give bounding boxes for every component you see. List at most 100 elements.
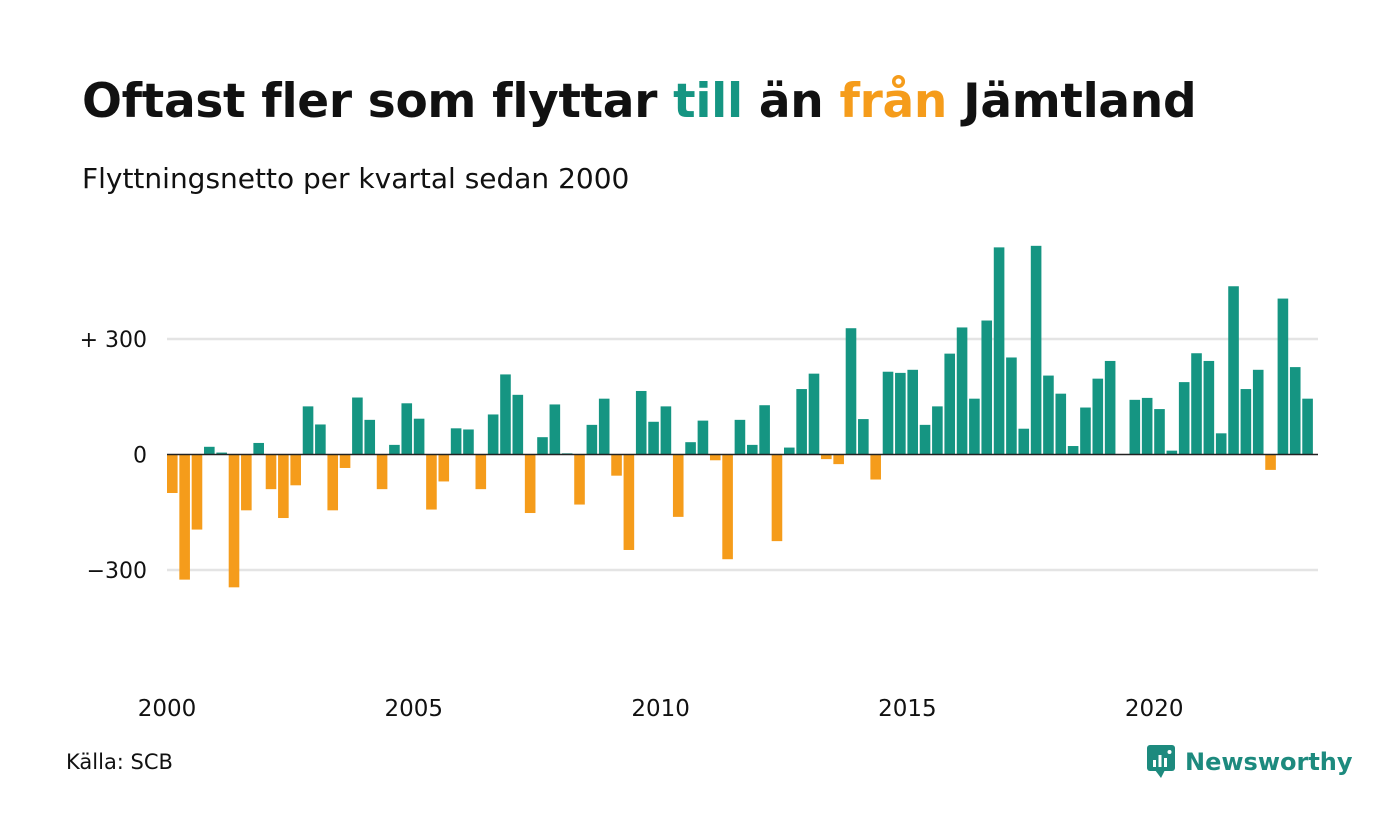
bar <box>241 454 252 511</box>
y-axis-labels: + 300 0 −300 <box>80 328 147 584</box>
bar-chart: + 300 0 −300 2000 2005 2010 2015 2020 <box>80 245 1318 722</box>
bar <box>1302 398 1313 455</box>
bar <box>1067 446 1079 455</box>
bar <box>722 454 733 560</box>
bar <box>265 454 277 490</box>
bar <box>1018 428 1030 455</box>
x-tick-label: 2010 <box>631 696 690 722</box>
bar <box>919 424 931 455</box>
bar <box>1191 353 1202 455</box>
bar <box>969 398 980 455</box>
x-axis-labels: 2000 2005 2010 2015 2020 <box>138 696 1184 722</box>
source-label: Källa: SCB <box>66 750 173 774</box>
bar <box>845 328 857 455</box>
x-tick-label: 2015 <box>878 696 937 722</box>
bar <box>623 454 635 550</box>
bar <box>290 454 301 486</box>
bar <box>512 394 524 455</box>
y-tick-label: 0 <box>133 444 147 469</box>
bar <box>1043 375 1054 455</box>
x-tick-label: 2005 <box>385 696 444 722</box>
bar <box>376 454 388 490</box>
bar <box>635 390 647 455</box>
bar <box>833 454 844 465</box>
bar <box>882 371 894 455</box>
bar <box>895 372 906 455</box>
bar <box>1277 298 1289 455</box>
grid-lines <box>167 337 1318 572</box>
bar <box>463 429 474 455</box>
bar <box>784 447 795 455</box>
bar <box>660 406 672 455</box>
bar <box>413 418 425 455</box>
bar <box>870 454 881 480</box>
bar <box>697 420 709 455</box>
bar <box>500 374 511 455</box>
x-tick-label: 2000 <box>138 696 197 722</box>
chart-subtitle: Flyttningsnetto per kvartal sedan 2000 <box>82 162 630 195</box>
bar <box>389 444 400 455</box>
bar <box>858 419 869 455</box>
title-text-end: Jämtland <box>947 74 1197 129</box>
bars <box>167 245 1313 588</box>
bar <box>475 454 487 490</box>
bar <box>1080 407 1091 455</box>
bar <box>302 406 314 455</box>
bar <box>524 454 536 514</box>
bar <box>1166 450 1178 455</box>
title-text-middle: än <box>742 74 840 129</box>
bar <box>993 247 1005 455</box>
bar <box>450 428 462 455</box>
bar <box>1215 433 1227 455</box>
bar <box>364 419 376 455</box>
bar <box>648 421 659 455</box>
bar <box>1240 389 1252 455</box>
bar <box>487 414 499 455</box>
bar <box>253 442 264 455</box>
bar <box>574 454 585 505</box>
bar <box>1141 397 1153 455</box>
bar <box>278 454 289 519</box>
bar <box>932 406 943 455</box>
bar <box>1104 360 1116 455</box>
bar <box>981 320 993 455</box>
bar <box>709 454 721 461</box>
chart-title: Oftast fler som flyttar till än från Jäm… <box>82 74 1197 129</box>
bar <box>734 419 746 455</box>
bar <box>315 424 326 455</box>
bar <box>401 403 413 455</box>
bar <box>216 452 227 455</box>
newsworthy-logo-icon <box>1147 745 1175 778</box>
bar <box>611 454 622 476</box>
bar <box>821 454 832 460</box>
title-highlight-out: från <box>839 74 948 129</box>
bar <box>1154 409 1165 455</box>
bar <box>1203 360 1215 455</box>
brand-logo[interactable]: Newsworthy <box>1146 742 1353 782</box>
bar <box>796 389 807 455</box>
bar <box>549 404 561 455</box>
title-highlight-in: till <box>673 74 743 129</box>
x-tick-label: 2020 <box>1125 696 1184 722</box>
bar <box>808 373 820 455</box>
bar <box>672 454 684 517</box>
brand-name: Newsworthy <box>1185 748 1353 776</box>
bar <box>907 369 918 455</box>
bar <box>1289 367 1301 455</box>
bar <box>685 442 696 455</box>
y-tick-label: −300 <box>87 559 147 584</box>
bar <box>426 454 437 510</box>
bar <box>759 405 770 455</box>
bar <box>179 454 190 580</box>
bar <box>1265 454 1276 470</box>
y-tick-label: + 300 <box>80 328 147 353</box>
bar <box>1092 378 1104 455</box>
bar <box>1228 286 1239 455</box>
bar <box>537 437 548 455</box>
title-text-start: Oftast fler som flyttar <box>82 74 674 129</box>
bar <box>339 454 351 468</box>
bar <box>438 454 450 482</box>
bar <box>598 398 610 455</box>
bar <box>327 454 339 511</box>
bar <box>746 444 758 455</box>
